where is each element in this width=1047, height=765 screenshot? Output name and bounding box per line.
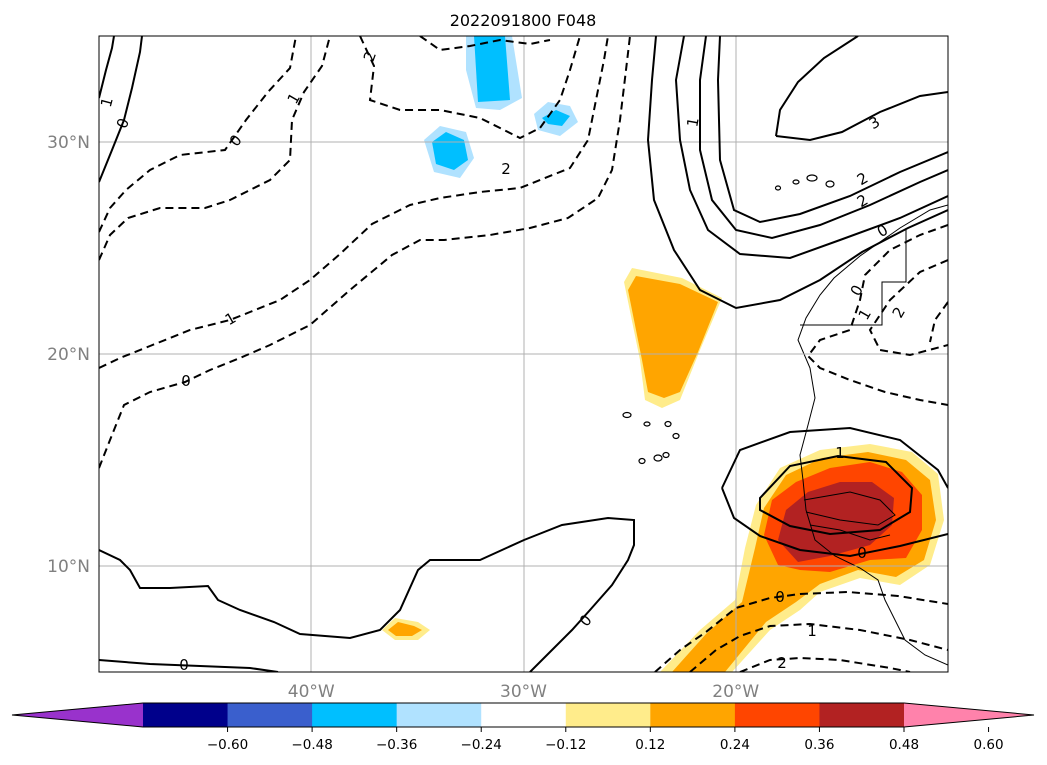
dashed-contours [99,36,948,672]
colorbar-tick-label: 0.24 [720,737,750,753]
colorbar-outline [11,702,1035,728]
coastline-canary-islands [774,174,835,191]
contour-label: 0 [181,372,191,390]
colorbar-bin [481,703,567,727]
map-gridlines [99,36,948,672]
lon-tick-label: 40°W [288,682,335,702]
colorbar-bin [396,703,482,727]
lat-tick-label: 30°N [47,133,90,153]
contour-label: 0 [179,656,189,674]
colorbar-tick-label: −0.36 [376,737,417,753]
contour-label: 2 [777,654,787,672]
shaded-region-tropical-atlantic-small-positive [382,618,430,640]
colorbar-extend-max [904,703,1034,727]
map-frame [98,35,949,673]
colorbar-extend-min [12,703,143,727]
colorbar-tick-label: −0.24 [461,737,502,753]
coastline-cape-verde-islands [622,411,680,465]
colorbar-tick-label: −0.12 [545,737,586,753]
lon-tick-label: 20°W [712,682,759,702]
colorbar-tick-label: 0.60 [974,737,1004,753]
chart-title: 2022091800 F048 [450,11,597,30]
colorbar-bin [819,703,905,727]
lat-tick-label: 20°N [47,345,90,365]
contour-label: 1 [807,622,817,640]
lon-tick-labels: 40°W 30°W 20°W [288,682,760,702]
contour-label: 1 [835,444,845,462]
solid-contours [99,36,948,672]
lat-tick-labels: 30°N 20°N 10°N [47,133,90,577]
lon-tick-label: 30°W [500,682,547,702]
colorbar-bin [650,703,736,727]
coastline-west-africa [797,204,948,666]
colorbar-bin [734,703,820,727]
colorbar: −0.60 −0.48 −0.36 −0.24 −0.12 0.12 0.24 0.36 0.4… [11,702,1035,753]
colorbar-tick-label: 0.12 [635,737,665,753]
colorbar-bin [312,703,398,727]
colorbar-bin [143,703,229,727]
colorbar-tick-label: −0.48 [291,737,332,753]
contour-label: 1 [683,116,702,129]
lat-tick-label: 10°N [47,557,90,577]
colorbar-tick-label: 0.36 [804,737,834,753]
colorbar-bin [565,703,651,727]
shaded-region-west-africa-positive [660,444,944,672]
colorbar-bin [227,703,313,727]
map-plot-area: 0 1 2 1 2 0 0 1 1 2 2 3 0 0 1 2 1 0 0 1 [97,35,949,674]
contour-label: 0 [857,544,867,562]
contour-label: 2 [501,160,511,178]
shaded-region-canary-positive [624,268,722,408]
colorbar-tick-label: 0.48 [889,737,919,753]
contour-label: 0 [775,588,785,606]
contour-label: 1 [97,95,117,109]
colorbar-tick-label: −0.60 [207,737,248,753]
